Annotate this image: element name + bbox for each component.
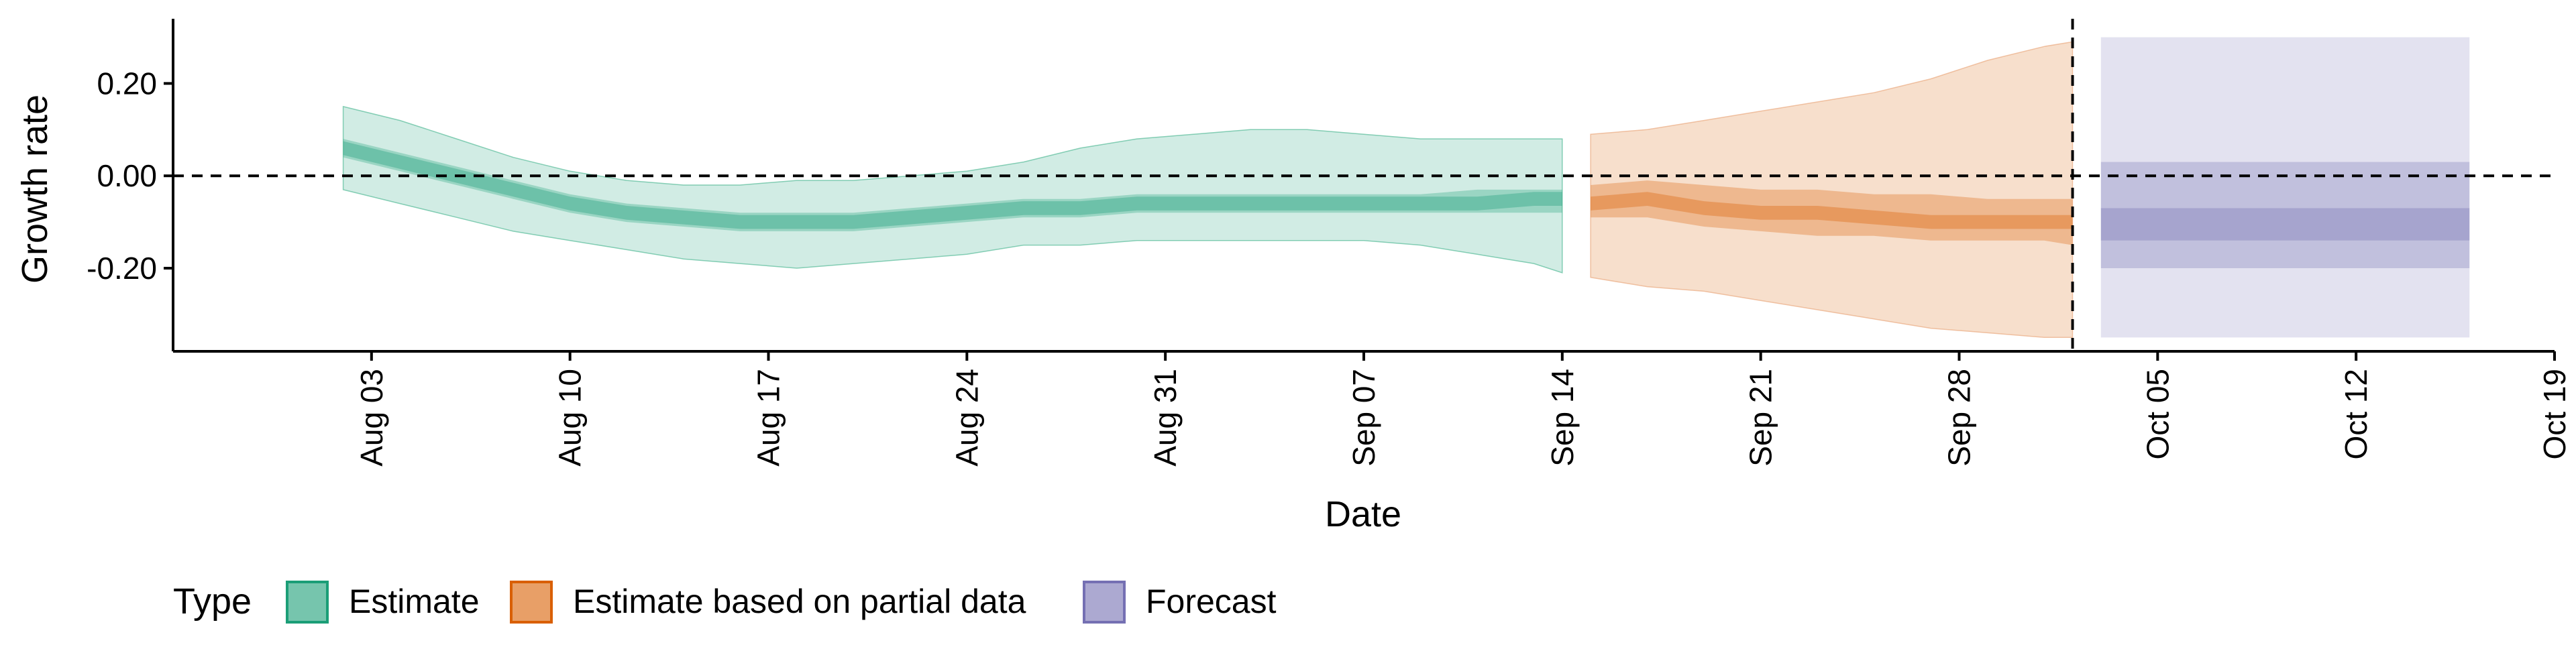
- x-tick-label: Sep 28: [1942, 369, 1977, 467]
- x-tick-label: Sep 07: [1346, 369, 1381, 467]
- x-tick-label: Aug 10: [553, 369, 588, 467]
- y-tick-label: 0.00: [97, 158, 157, 193]
- legend: Type Estimate Estimate based on partial d…: [173, 581, 1277, 624]
- forecast-band-90: [2100, 37, 2470, 338]
- x-tick-label: Aug 03: [354, 369, 389, 467]
- estimate-based-on-partial-data-band-90: [1590, 41, 2074, 339]
- x-tick-label: Sep 21: [1743, 369, 1778, 467]
- y-tick-label: -0.20: [87, 251, 157, 286]
- legend-key-forecast: [1083, 581, 1126, 624]
- x-tick-label: Aug 17: [751, 369, 786, 467]
- legend-label-estimate: Estimate: [349, 583, 480, 620]
- y-tick-label: 0.20: [97, 66, 157, 101]
- legend-key-estimate: [286, 581, 329, 624]
- x-tick-label: Oct 05: [2140, 369, 2175, 460]
- x-tick-label: Sep 14: [1545, 369, 1580, 467]
- legend-label-estimate-based-on-partial-data: Estimate based on partial data: [573, 583, 1026, 620]
- axes: 0.20 0.00 -0.20 Aug 03 Aug 10 Aug 17 Aug 24 Aug…: [87, 19, 2572, 467]
- bands-layer: [342, 37, 2470, 339]
- x-tick-label: Aug 24: [949, 369, 984, 467]
- x-axis-title: Date: [1325, 494, 1401, 534]
- x-tick-label: Oct 12: [2339, 369, 2373, 460]
- legend-key-estimate-based-on-partial-data: [510, 581, 553, 624]
- forecast-band-50: [2100, 162, 2470, 268]
- legend-title: Type: [173, 581, 252, 622]
- estimate-band-90: [342, 105, 1563, 274]
- forecast-band-25: [2100, 208, 2470, 241]
- x-tick-label: Oct 19: [2537, 369, 2572, 460]
- legend-label-forecast: Forecast: [1146, 583, 1277, 620]
- reference-lines: [173, 19, 2555, 351]
- x-tick-label: Aug 31: [1148, 369, 1183, 467]
- estimate-band-50: [343, 139, 1562, 231]
- estimate-based-on-partial-data-median-band: [1591, 192, 2073, 229]
- estimate-median-band: [343, 141, 1562, 229]
- y-axis-title: Growth rate: [15, 95, 55, 284]
- estimate-based-on-partial-data-band-50: [1591, 180, 2073, 245]
